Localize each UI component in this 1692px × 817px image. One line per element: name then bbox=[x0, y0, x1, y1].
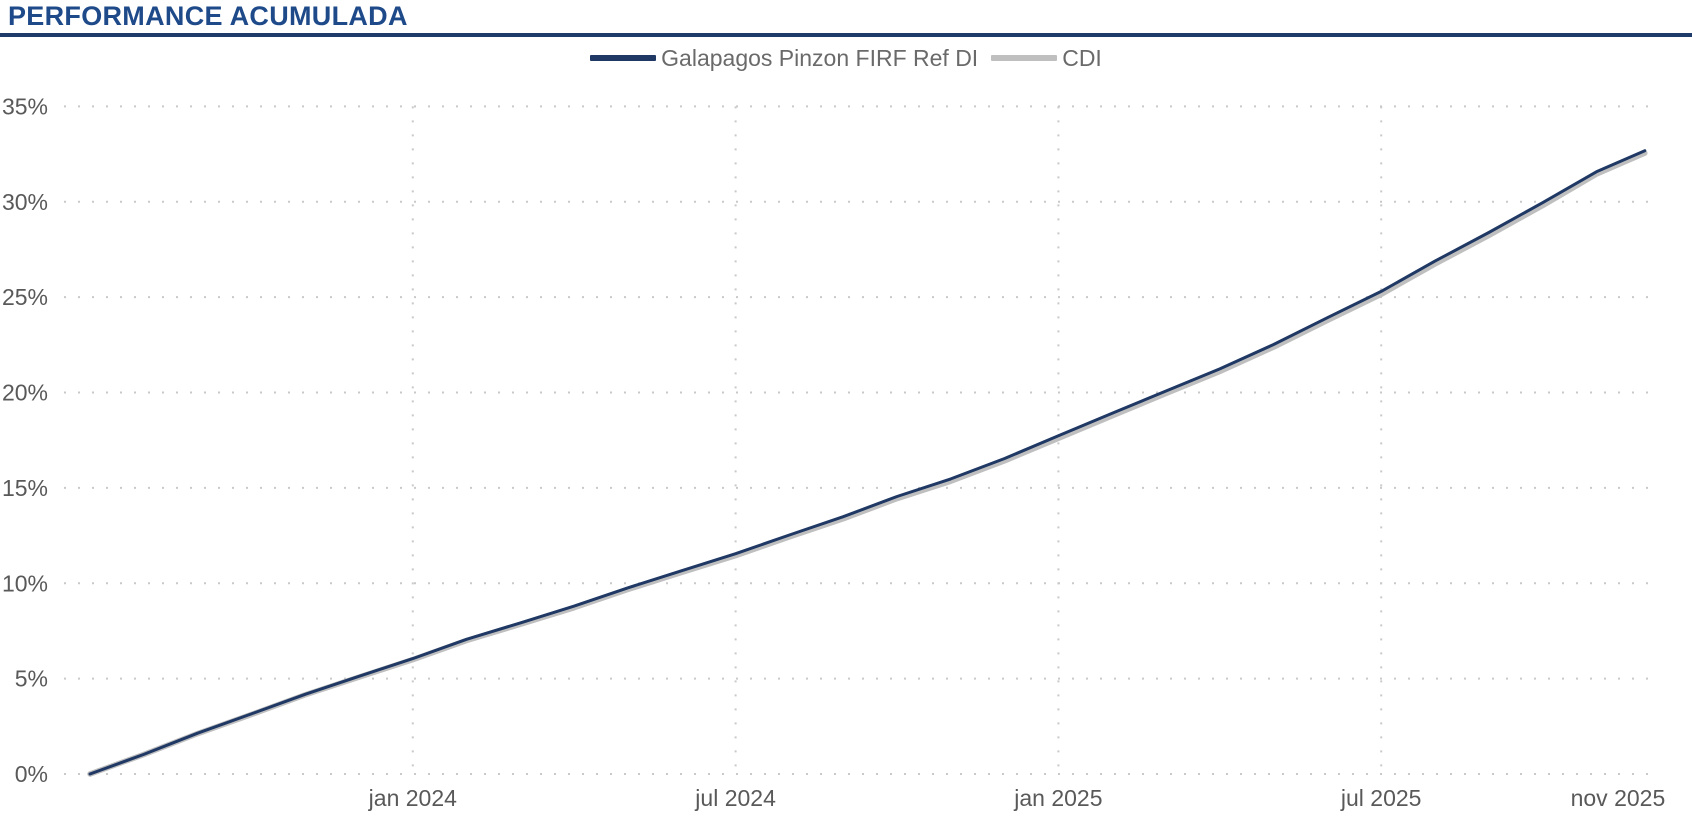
y-axis-label: 30% bbox=[2, 189, 48, 215]
y-axis-label: 10% bbox=[2, 570, 48, 596]
legend-swatch-fund bbox=[590, 55, 657, 61]
x-axis-label: jul 2024 bbox=[694, 785, 776, 811]
page-title: PERFORMANCE ACUMULADA bbox=[8, 1, 408, 31]
y-axis-label: 20% bbox=[2, 380, 48, 406]
x-axis-label: jan 2024 bbox=[368, 785, 457, 811]
x-axis-label: nov 2025 bbox=[1571, 785, 1666, 811]
series-line-cdi bbox=[87, 150, 1648, 777]
x-axis-label: jul 2025 bbox=[1340, 785, 1422, 811]
legend-swatch-cdi bbox=[991, 55, 1058, 61]
y-axis-label: 25% bbox=[2, 284, 48, 310]
y-axis-label: 35% bbox=[2, 93, 48, 119]
x-axis-label: jan 2025 bbox=[1013, 785, 1102, 811]
title-rule bbox=[0, 33, 1692, 37]
y-axis-label: 15% bbox=[2, 475, 48, 501]
chart-legend: Galapagos Pinzon FIRF Ref DI CDI bbox=[0, 44, 1692, 72]
legend-label-cdi: CDI bbox=[1062, 44, 1102, 71]
y-axis-label: 0% bbox=[15, 761, 48, 787]
y-axis-label: 5% bbox=[15, 666, 48, 692]
legend-label-fund: Galapagos Pinzon FIRF Ref DI bbox=[661, 44, 979, 71]
series-line-fund bbox=[88, 149, 1647, 776]
